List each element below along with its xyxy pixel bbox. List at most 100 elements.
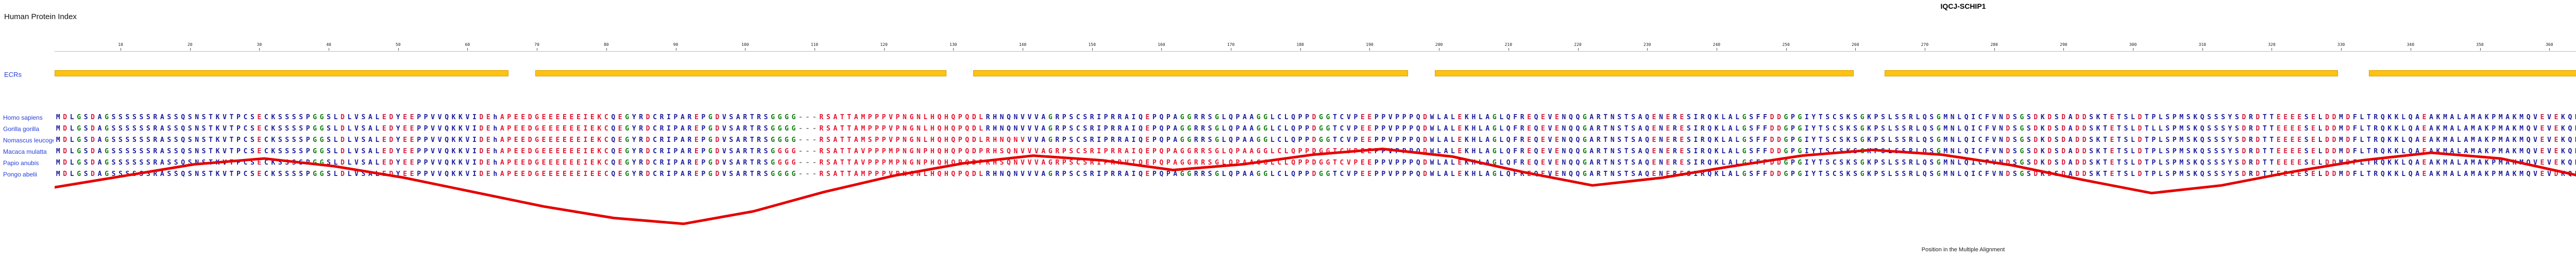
- residue: P: [673, 114, 678, 121]
- residue: G: [1048, 170, 1053, 178]
- residue: D: [2061, 148, 2066, 155]
- residue: S: [2221, 148, 2225, 155]
- residue: T: [2117, 136, 2121, 144]
- species-name-link[interactable]: Papio anubis: [3, 159, 39, 167]
- residue: L: [1270, 114, 1275, 121]
- residue: P: [306, 136, 310, 144]
- residue: M: [1943, 148, 1948, 155]
- residue: R: [1596, 170, 1601, 178]
- residue: K: [2096, 125, 2100, 133]
- residue: D: [1770, 136, 1774, 144]
- residue: H: [1471, 125, 1476, 133]
- residue: -: [805, 114, 810, 121]
- residue: Q: [1138, 148, 1143, 155]
- residue: M: [2443, 170, 2447, 178]
- species-name-link[interactable]: Homo sapiens: [3, 114, 43, 121]
- residue: V: [1027, 125, 1032, 133]
- residue: G: [708, 170, 713, 178]
- species-name-link[interactable]: Nomascus leucogenys: [3, 137, 54, 144]
- residue: F: [1985, 170, 1989, 178]
- residue: I: [472, 148, 477, 155]
- residue: E: [694, 170, 699, 178]
- ruler-number: 160: [1158, 42, 1165, 47]
- ruler-number: 290: [2060, 42, 2067, 47]
- residue: F: [1985, 159, 1989, 167]
- residue: N: [1999, 170, 2003, 178]
- residue: T: [847, 148, 852, 155]
- residue: A: [368, 159, 372, 167]
- residue: T: [2366, 159, 2371, 167]
- residue: R: [2248, 170, 2253, 178]
- species-name-link[interactable]: Macaca mulatta: [3, 148, 47, 155]
- residue: D: [715, 170, 720, 178]
- residue: S: [826, 159, 831, 167]
- residue: T: [1624, 170, 1629, 178]
- species-name-link[interactable]: Gorilla gorilla: [3, 125, 40, 133]
- residue: P: [2492, 125, 2496, 133]
- residue: Y: [1811, 136, 1816, 144]
- species-name-link[interactable]: Pongo abelii: [3, 171, 38, 178]
- residue: F: [2352, 159, 2357, 167]
- residue: Q: [1416, 170, 1420, 178]
- residue: L: [1222, 148, 1226, 155]
- residue: A: [500, 170, 504, 178]
- ecr-segment[interactable]: [535, 70, 947, 76]
- residue: S: [139, 148, 144, 155]
- residue: R: [1194, 125, 1198, 133]
- residue: S: [2304, 125, 2309, 133]
- residue: D: [528, 125, 532, 133]
- residue: I: [583, 159, 588, 167]
- residue: D: [2256, 114, 2260, 121]
- residue: P: [417, 136, 421, 144]
- residue: L: [1888, 170, 1892, 178]
- residue: C: [1978, 114, 1982, 121]
- residue: G: [777, 114, 782, 121]
- ruler-tick: [606, 48, 607, 51]
- residue: G: [1215, 114, 1219, 121]
- ecr-segment[interactable]: [55, 70, 509, 76]
- x-axis-label: Position in the Multiple Alignment: [1921, 247, 2005, 253]
- residue: V: [1020, 136, 1025, 144]
- residue: D: [389, 114, 394, 121]
- residue: Q: [1506, 136, 1511, 144]
- residue: D: [63, 170, 67, 178]
- residue: E: [2554, 159, 2558, 167]
- residue: I: [1804, 170, 1809, 178]
- residue: S: [139, 159, 144, 167]
- residue: -: [798, 148, 803, 155]
- residue: N: [1950, 136, 1955, 144]
- residue: R: [1117, 170, 1122, 178]
- residue: E: [410, 148, 414, 155]
- residue: D: [2006, 170, 2010, 178]
- residue: I: [472, 136, 477, 144]
- residue: S: [2214, 148, 2218, 155]
- residue: G: [105, 159, 109, 167]
- residue: S: [1069, 170, 1074, 178]
- residue: I: [1971, 159, 1976, 167]
- residue: D: [2256, 170, 2260, 178]
- ecr-segment[interactable]: [2369, 70, 2576, 76]
- residue: S: [2026, 125, 2031, 133]
- ruler-number: 360: [2545, 42, 2553, 47]
- residue: E: [257, 114, 262, 121]
- residue: R: [1111, 159, 1115, 167]
- residue: G: [1784, 148, 1788, 155]
- residue: G: [1784, 136, 1788, 144]
- residue: L: [1284, 159, 1289, 167]
- ecr-segment[interactable]: [973, 70, 1408, 76]
- ecr-segment[interactable]: [1434, 70, 1854, 76]
- residue: T: [229, 159, 234, 167]
- residue: N: [916, 136, 921, 144]
- residue: G: [1187, 114, 1192, 121]
- residue: R: [1700, 170, 1705, 178]
- residue: Q: [965, 148, 970, 155]
- residue: P: [1402, 148, 1406, 155]
- residue: P: [1104, 170, 1108, 178]
- residue: E: [1541, 125, 1545, 133]
- residue: Q: [611, 148, 616, 155]
- residue: C: [1978, 148, 1982, 155]
- residue: L: [2130, 159, 2135, 167]
- ecr-segment[interactable]: [1884, 70, 2338, 76]
- residue: P: [868, 114, 872, 121]
